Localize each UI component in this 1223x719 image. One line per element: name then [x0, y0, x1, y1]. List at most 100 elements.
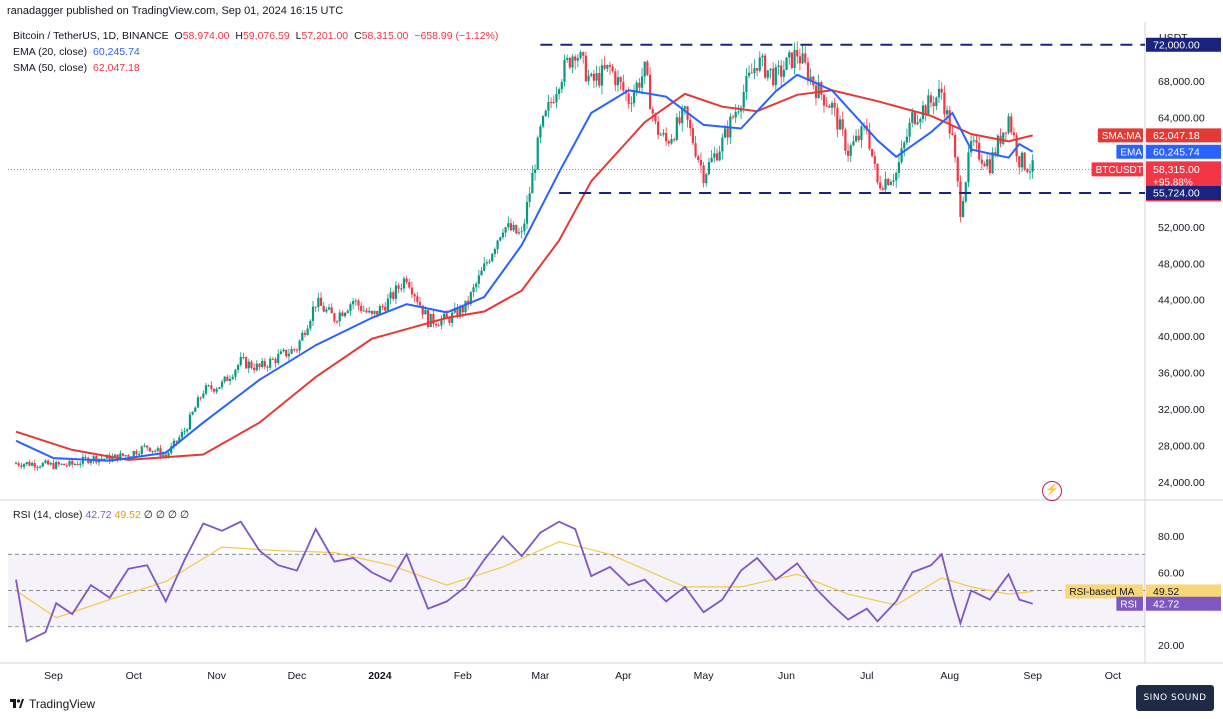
candle-body — [713, 153, 716, 158]
candle-body — [595, 73, 598, 81]
sma-legend-label: SMA (50, close) — [13, 62, 88, 74]
candle-body — [822, 94, 826, 106]
candle-body — [951, 133, 954, 135]
candle-body — [710, 157, 713, 163]
candle-body — [199, 397, 202, 399]
candle-body — [317, 297, 320, 308]
candle-body — [76, 463, 79, 465]
candle-body — [964, 182, 967, 202]
candle-body — [846, 150, 850, 156]
candle-body — [881, 188, 884, 190]
candle-body — [825, 105, 828, 107]
candle-body — [558, 89, 561, 94]
rsi-value-text: 42.72 — [1153, 598, 1179, 610]
candle-body — [675, 117, 678, 140]
rsi-tag-text: RSI — [1120, 599, 1137, 610]
resistance-value-bg — [1146, 37, 1221, 52]
candle-body — [702, 165, 705, 184]
candle-body — [651, 109, 654, 114]
candle-body — [665, 133, 668, 142]
candle-body — [253, 367, 256, 371]
ema-legend-row[interactable]: EMA (20, close) 60,245.74 — [13, 44, 498, 60]
lightning-icon[interactable]: ⚡ — [1042, 481, 1062, 501]
support-value-bg — [1146, 185, 1221, 200]
candle-body — [809, 76, 812, 81]
candle-body — [410, 287, 414, 295]
candle-body — [154, 450, 157, 452]
rsi-tick: 60.00 — [1158, 567, 1184, 579]
candle-body — [574, 56, 577, 61]
candle-body — [737, 111, 740, 113]
candle-body — [608, 64, 612, 67]
candle-body — [932, 102, 935, 107]
candle-body — [325, 309, 328, 312]
candle-body — [231, 376, 234, 379]
candle-body — [49, 462, 52, 465]
candle-body — [113, 454, 117, 457]
candle-body — [319, 297, 323, 306]
candle-body — [571, 56, 574, 68]
candle-body — [480, 270, 483, 276]
candle-body — [28, 462, 31, 466]
candle-body — [592, 73, 596, 81]
candle-body — [236, 364, 240, 370]
candle-body — [544, 110, 547, 117]
month-tick: 2024 — [368, 670, 392, 682]
candle-body — [386, 298, 390, 311]
candle-body — [568, 58, 571, 68]
ema-tag-text: EMA — [1120, 147, 1142, 158]
candle-body — [670, 139, 673, 144]
candle-body — [841, 119, 844, 130]
candle-body — [440, 319, 443, 326]
candle-body — [908, 122, 911, 137]
candle-body — [394, 285, 398, 299]
candle-body — [488, 261, 491, 263]
rsi-legend[interactable]: RSI (14, close) 42.72 49.52 ∅ ∅ ∅ ∅ — [13, 509, 189, 521]
candle-body — [844, 129, 847, 151]
candle-body — [442, 313, 446, 320]
price-tags: 72,000.00 SMA:MA 62,047.18 EMA 60,245.74 58,3… — [1065, 37, 1221, 611]
candle-body — [429, 313, 432, 328]
candle-body — [512, 224, 515, 231]
candle-body — [57, 462, 60, 465]
candle-body — [662, 133, 665, 135]
candle-body — [467, 300, 470, 304]
candle-body — [365, 310, 368, 313]
candle-body — [1020, 152, 1024, 168]
candle-body — [408, 282, 411, 288]
candle-body — [295, 349, 299, 351]
candle-body — [563, 59, 566, 82]
footer: TradingView — [10, 697, 95, 711]
candle-body — [611, 66, 614, 72]
candle-body — [804, 53, 807, 63]
candle-body — [65, 465, 68, 467]
candle-body — [504, 227, 507, 233]
candle-body — [691, 128, 694, 144]
candle-body — [566, 58, 569, 60]
candle-body — [830, 102, 834, 108]
candle-body — [836, 107, 839, 130]
candle-body — [282, 349, 285, 352]
candle-body — [916, 122, 919, 125]
sma-legend-row[interactable]: SMA (50, close) 62,047.18 — [13, 60, 498, 76]
candle-body — [293, 349, 296, 351]
candle-body — [1026, 169, 1029, 172]
candle-body — [327, 307, 331, 310]
candle-body — [828, 105, 831, 108]
candle-body — [590, 73, 593, 76]
candle-body — [483, 263, 486, 271]
candle-body — [857, 135, 860, 141]
candle-body — [683, 106, 686, 109]
candle-body — [475, 283, 478, 288]
candle-body — [194, 407, 197, 412]
support-value-text: 55,724.00 — [1153, 188, 1200, 200]
candle-body — [598, 73, 601, 86]
candle-body — [903, 142, 906, 149]
candle-body — [223, 376, 226, 382]
candle-body — [648, 74, 652, 110]
price-tick: 40,000.00 — [1158, 331, 1205, 343]
rsi-ma-value-text: 49.52 — [1153, 586, 1179, 598]
candle-body — [523, 223, 526, 232]
candle-body — [614, 71, 617, 86]
